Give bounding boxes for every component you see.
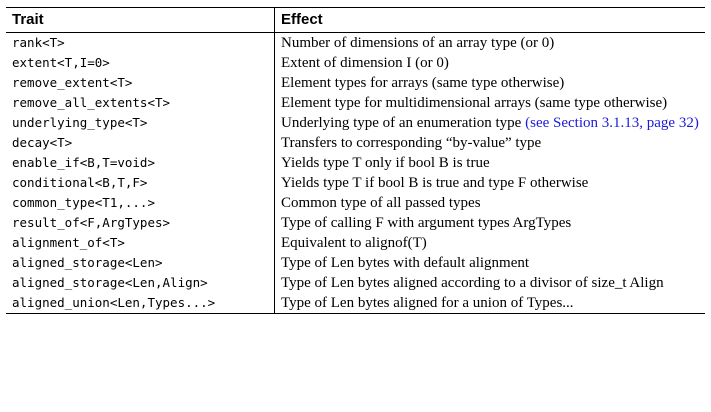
effect-text: Underlying type of an enumeration type: [281, 115, 522, 131]
effect-cell: Element type for multidimensional arrays…: [281, 95, 668, 111]
effect-cell: Number of dimensions of an array type (o…: [281, 35, 555, 51]
effect-cell: Extent of dimension I (or 0): [281, 55, 449, 71]
effect-cell: Yields type T if bool B is true and type…: [281, 175, 589, 191]
header-effect: Effect: [274, 7, 705, 33]
header-trait: Trait: [6, 7, 275, 33]
effect-cell: Equivalent to alignof(T): [281, 235, 427, 251]
table-row: aligned_storage<Len,Align> Type of Len b…: [6, 273, 705, 293]
table-row: remove_extent<T> Element types for array…: [6, 73, 705, 93]
table-row: underlying_type<T> Underlying type of an…: [6, 113, 705, 133]
table-row: aligned_storage<Len> Type of Len bytes w…: [6, 253, 705, 273]
trait-cell: enable_if<B,T=void>: [6, 153, 275, 173]
trait-cell: result_of<F,ArgTypes>: [6, 213, 275, 233]
trait-cell: extent<T,I=0>: [6, 53, 275, 73]
table-row: remove_all_extents<T> Element type for m…: [6, 93, 705, 113]
table-row: aligned_union<Len,Types...> Type of Len …: [6, 293, 705, 314]
trait-cell: rank<T>: [6, 32, 275, 53]
trait-cell: alignment_of<T>: [6, 233, 275, 253]
table-row: common_type<T1,...> Common type of all p…: [6, 193, 705, 213]
table-header-row: Trait Effect: [6, 7, 705, 33]
effect-cell: Underlying type of an enumeration type (…: [275, 113, 706, 133]
trait-cell: remove_all_extents<T>: [6, 93, 275, 113]
effect-cell: Transfers to corresponding “by-value” ty…: [281, 135, 542, 151]
table-row: extent<T,I=0> Extent of dimension I (or …: [6, 53, 705, 73]
table-row: enable_if<B,T=void> Yields type T only i…: [6, 153, 705, 173]
effect-cell: Type of Len bytes aligned according to a…: [281, 275, 664, 291]
section-reference-link[interactable]: (see Section 3.1.13, page 32): [525, 115, 699, 131]
table-row: alignment_of<T> Equivalent to alignof(T): [6, 233, 705, 253]
trait-cell: common_type<T1,...>: [6, 193, 275, 213]
trait-cell: remove_extent<T>: [6, 73, 275, 93]
trait-cell: aligned_storage<Len,Align>: [6, 273, 275, 293]
effect-cell: Element types for arrays (same type othe…: [281, 75, 565, 91]
trait-cell: aligned_storage<Len>: [6, 253, 275, 273]
trait-cell: aligned_union<Len,Types...>: [6, 293, 275, 314]
trait-cell: conditional<B,T,F>: [6, 173, 275, 193]
trait-cell: underlying_type<T>: [6, 113, 275, 133]
table-row: result_of<F,ArgTypes> Type of calling F …: [6, 213, 705, 233]
type-traits-table: Trait Effect rank<T> Number of dimension…: [6, 7, 705, 314]
table-row: conditional<B,T,F> Yields type T if bool…: [6, 173, 705, 193]
effect-cell: Common type of all passed types: [281, 195, 481, 211]
effect-cell: Type of calling F with argument types Ar…: [281, 215, 572, 231]
effect-cell: Yields type T only if bool B is true: [281, 155, 490, 171]
effect-cell: Type of Len bytes aligned for a union of…: [274, 293, 705, 314]
trait-cell: decay<T>: [6, 133, 275, 153]
table-row: rank<T> Number of dimensions of an array…: [6, 32, 705, 53]
effect-cell: Type of Len bytes with default alignment: [281, 255, 530, 271]
table-row: decay<T> Transfers to corresponding “by-…: [6, 133, 705, 153]
